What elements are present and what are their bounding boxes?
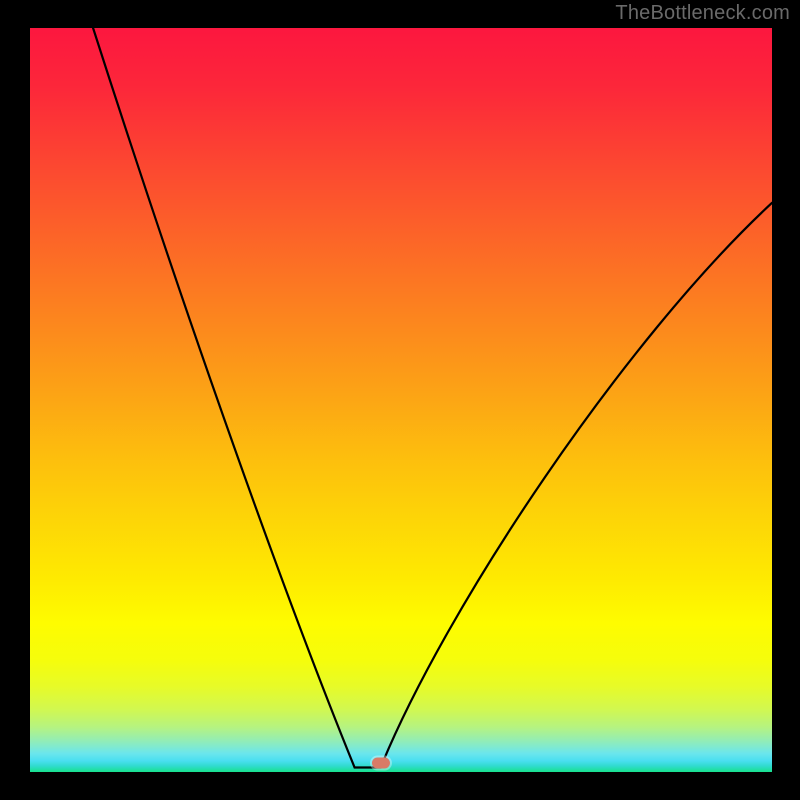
- chart-container: TheBottleneck.com: [0, 0, 800, 800]
- plot-background: [30, 28, 772, 772]
- optimum-marker: [372, 758, 390, 769]
- watermark-text: TheBottleneck.com: [615, 2, 790, 25]
- bottleneck-chart: [0, 0, 800, 800]
